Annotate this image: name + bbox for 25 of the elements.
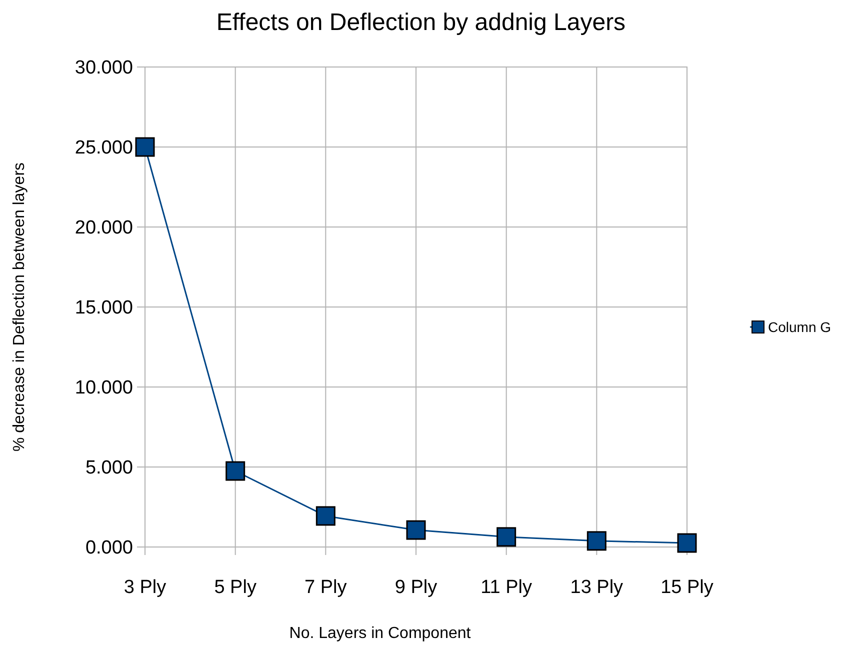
point — [406, 520, 426, 540]
y-tick-label: 15.000 — [74, 298, 133, 319]
point — [135, 137, 155, 157]
x-tick-label: 9 Ply — [394, 577, 438, 598]
point — [586, 531, 606, 551]
x-tick-label: 13 Ply — [570, 577, 624, 598]
y-tick-label: 5.000 — [85, 458, 133, 479]
x-tick-label: 11 Ply — [480, 577, 533, 598]
chart-title: Effects on Deflection by addnig Layers — [216, 9, 626, 36]
point — [677, 533, 697, 553]
y-tick-label: 25.000 — [74, 138, 133, 159]
x-tick-label: 7 Ply — [304, 577, 348, 598]
y-tick-label: 0.000 — [85, 538, 133, 559]
point — [496, 527, 516, 547]
x-axis-title: No. Layers in Component — [289, 625, 472, 642]
legend-label: Column G — [768, 318, 832, 335]
point — [226, 461, 246, 481]
x-tick-label: 15 Ply — [660, 577, 714, 598]
y-tick-label: 30.000 — [74, 58, 133, 79]
point — [316, 506, 336, 526]
y-tick-label: 10.000 — [74, 378, 133, 399]
y-tick-label: 20.000 — [74, 218, 133, 239]
y-axis-title: % decrease in Deflection between layers — [11, 162, 28, 452]
x-tick-label: 3 Ply — [124, 577, 167, 598]
x-tick-label: 5 Ply — [214, 577, 257, 598]
